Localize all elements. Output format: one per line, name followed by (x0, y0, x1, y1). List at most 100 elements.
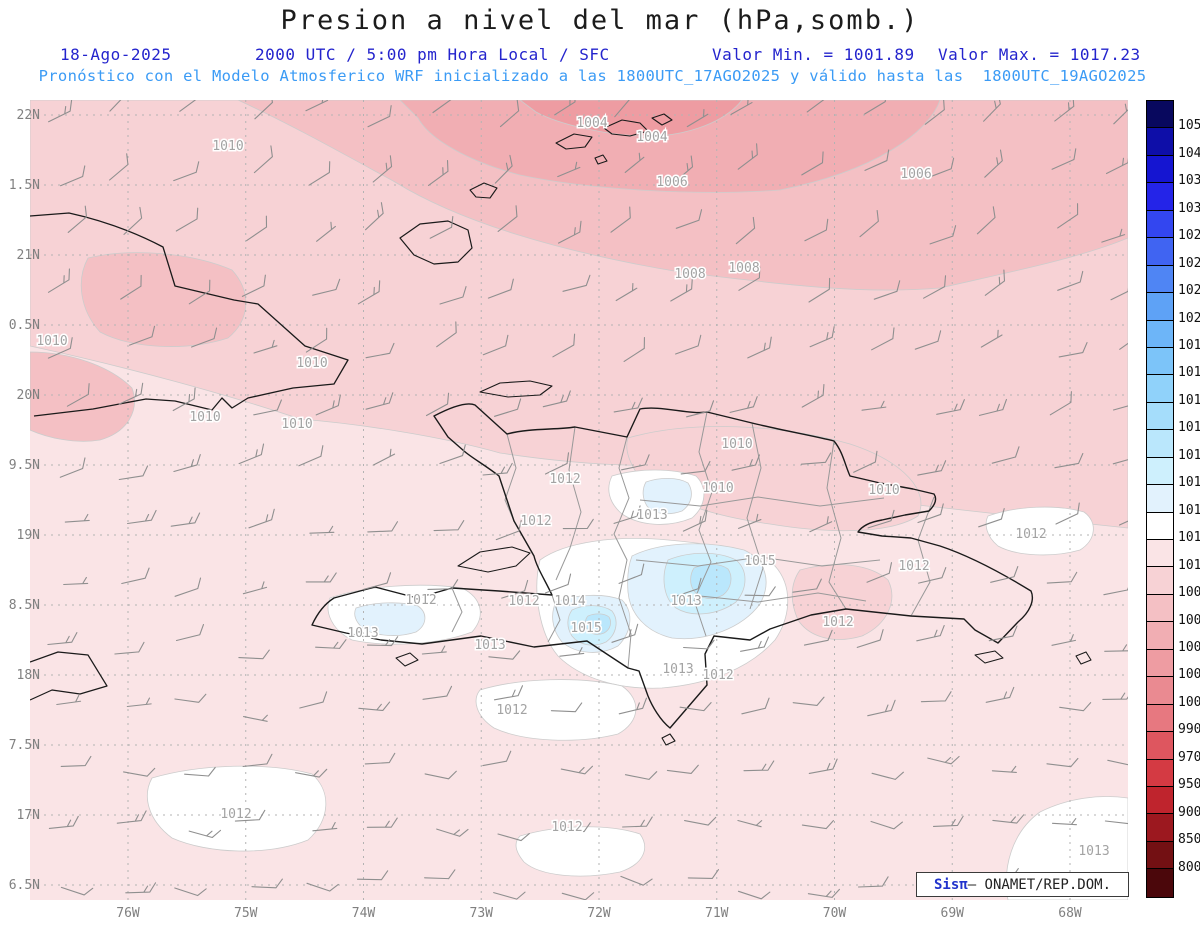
contour-label: 1015 (570, 621, 601, 636)
wind-barb (624, 771, 658, 780)
colorbar-label: 850 (1178, 832, 1200, 848)
contour-label: 1012 (220, 807, 251, 822)
wind-barb (867, 509, 895, 529)
wind-barb (253, 145, 273, 174)
wind-barb (620, 875, 653, 886)
wind-barb (433, 520, 465, 532)
contour-label: 1010 (721, 437, 752, 452)
wind-barb (800, 452, 832, 465)
wind-barb (48, 815, 79, 829)
wind-barb (436, 828, 469, 837)
colorbar-segment (1147, 128, 1173, 156)
wind-barb (116, 810, 147, 824)
wind-barb (482, 750, 512, 767)
pressure-contour-region (515, 826, 645, 877)
province-border (547, 594, 561, 643)
wind-barb (312, 821, 338, 832)
wind-barb (59, 457, 86, 478)
wind-barb (315, 639, 347, 649)
province-border (699, 592, 867, 603)
wind-barb (295, 768, 328, 778)
wind-barb (744, 586, 776, 597)
island-beata (661, 733, 676, 746)
date-label: 18-Ago-2025 (60, 45, 172, 64)
wind-barb (254, 100, 274, 120)
island-saona (974, 650, 1004, 664)
wind-barb (497, 205, 518, 232)
contour-label: 1004 (576, 116, 607, 131)
contour-label: 1015 (744, 554, 775, 569)
contour-label: 1012 (702, 668, 733, 683)
contour-label: 1010 (36, 334, 67, 349)
wind-barb (487, 278, 514, 299)
wind-barb (610, 206, 631, 233)
wind-barb (424, 869, 456, 880)
wind-barb (367, 105, 392, 128)
lon-axis-label: 74W (352, 906, 376, 921)
wind-barb (316, 221, 336, 242)
wind-barb (684, 816, 717, 826)
wind-barb (114, 641, 145, 655)
wind-barb (241, 274, 266, 297)
lat-axis-label: 8.5N (9, 598, 40, 613)
wind-barb (562, 518, 594, 530)
colorbar-label: 1020 (1178, 310, 1200, 326)
lon-axis-label: 70W (823, 906, 847, 921)
colorbar-label: 1035 (1178, 173, 1200, 189)
wind-barb (501, 579, 529, 599)
wind-barb (871, 771, 904, 780)
wind-barb (557, 161, 581, 178)
colorbar-segment (1147, 732, 1173, 760)
wind-barb (251, 878, 283, 889)
pressure-contour-region (519, 100, 743, 137)
wind-barb (618, 563, 645, 584)
pressure-shading-layer (30, 100, 1128, 900)
wind-barb (864, 100, 887, 115)
wind-barb (309, 525, 335, 534)
wind-barb (859, 209, 879, 238)
wind-barb (47, 268, 70, 293)
wind-barb (980, 329, 1003, 348)
colorbar-label: 800 (1178, 859, 1200, 875)
contour-label: 1012 (405, 593, 436, 608)
wind-barb (120, 274, 142, 300)
wind-barb (557, 220, 582, 244)
wind-barb (544, 452, 570, 475)
wind-barb (121, 567, 150, 585)
wind-barb (559, 822, 591, 833)
wind-barb (807, 888, 840, 898)
wind-barb (613, 397, 643, 413)
wind-barb (990, 566, 1019, 583)
lat-axis-label: 1.5N (9, 178, 40, 193)
colorbar-segment (1147, 430, 1173, 458)
wind-barb (622, 816, 653, 828)
wind-barb (427, 159, 449, 186)
wind-barb (682, 509, 708, 532)
wind-barb (305, 100, 330, 112)
wind-barb (432, 100, 454, 114)
wind-barb (127, 509, 157, 525)
contour-label: 1013 (636, 508, 667, 523)
colorbar-segment (1147, 238, 1173, 266)
province-border (451, 587, 463, 633)
wind-barb (978, 508, 1005, 528)
wind-barb (495, 520, 522, 541)
contour-label: 1012 (898, 559, 929, 574)
wind-barb (64, 513, 90, 523)
wind-barb (1107, 757, 1128, 767)
wind-barb (737, 890, 771, 900)
wind-barb (929, 225, 957, 245)
province-border (693, 411, 713, 637)
wind-barb (804, 218, 829, 242)
pressure-contour-region (585, 613, 611, 635)
wind-barb (365, 202, 384, 231)
wind-barb (493, 685, 524, 701)
colorbar-segment (1147, 485, 1173, 513)
wind-barb (743, 760, 775, 772)
colorbar-segment (1147, 293, 1173, 321)
wind-barb (552, 333, 576, 358)
wind-barb (365, 342, 395, 359)
wind-barb (1049, 391, 1072, 416)
wind-barb (991, 765, 1017, 773)
wind-barb (364, 752, 396, 765)
